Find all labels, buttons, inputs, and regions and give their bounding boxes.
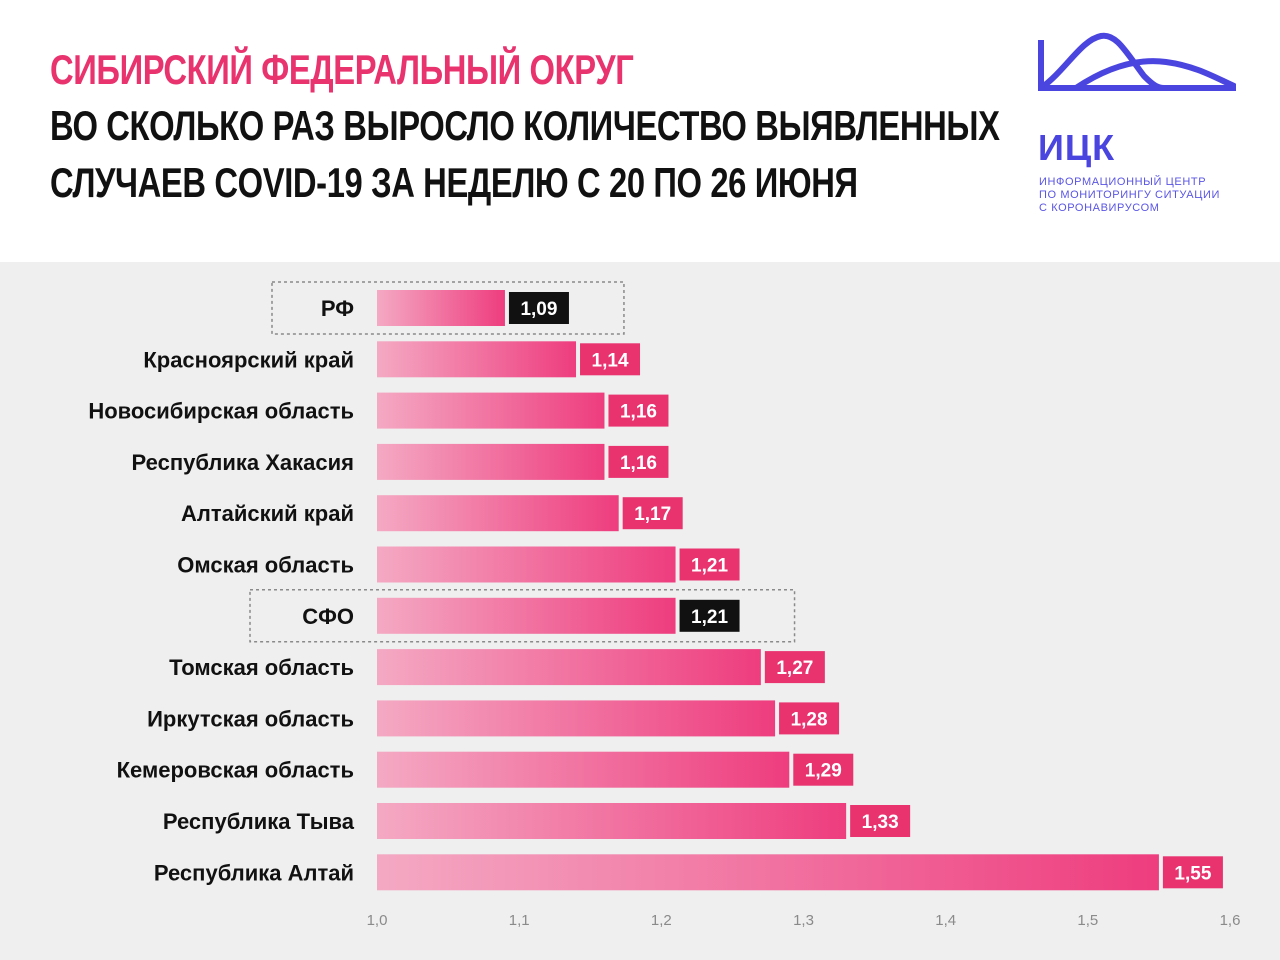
category-label: Омская область [177,553,354,578]
logo-abbreviation: ИЦК [1038,127,1116,168]
highlight-frame [271,281,625,335]
x-tick-label: 1,5 [1077,912,1098,929]
bar [377,546,676,583]
value-label-bg [1162,856,1223,889]
value-label-bg [793,753,854,786]
value-label-bg [580,343,641,376]
bar [377,290,505,326]
value-label: 1,21 [691,556,728,577]
category-label: Республика Тыва [163,809,355,834]
wave-logo-icon [1038,32,1236,91]
bar [377,597,676,634]
header: СИБИРСКИЙ ФЕДЕРАЛЬНЫЙ ОКРУГ ВО СКОЛЬКО Р… [0,0,1280,262]
bar [377,803,847,839]
category-label: Красноярский край [143,347,354,372]
x-tick-label: 1,6 [1220,912,1241,929]
chart-area: 1,09 РФ 1,14 Красноярский край 1,16 Новосибир… [0,262,1280,960]
value-label: 1,17 [634,504,671,525]
bar [377,854,1159,891]
logo-caption-line-2: ПО МОНИТОРИНГУ СИТУАЦИИ [1039,189,1220,201]
category-label: СФО [302,604,354,629]
value-label-bg [508,292,569,324]
bar [377,751,790,788]
value-label: 1,14 [592,350,629,371]
highlight-frame [249,589,796,643]
category-label: Иркутская область [147,706,354,731]
x-tick-label: 1,0 [367,912,388,929]
category-label: Республика Алтай [154,860,354,885]
bar [377,649,761,686]
value-label-bg [608,394,669,427]
title-subtitle-line-2: СЛУЧАЕВ COVID-19 ЗА НЕДЕЛЮ С 20 ПО 26 ИЮ… [50,159,858,206]
value-label-bg [850,805,911,837]
category-label: Томская область [169,655,354,680]
title-region: СИБИРСКИЙ ФЕДЕРАЛЬНЫЙ ОКРУГ [50,46,634,93]
logo-caption: ИНФОРМАЦИОННЫЙ ЦЕНТР ПО МОНИТОРИНГУ СИТУ… [1039,176,1220,215]
x-tick-label: 1,2 [651,912,672,929]
value-label: 1,33 [862,812,899,833]
value-label-bg [764,651,825,684]
logo-caption-line-1: ИНФОРМАЦИОННЫЙ ЦЕНТР [1039,176,1207,188]
bar [377,341,577,378]
value-label: 1,27 [776,658,813,679]
itsk-logo: ИЦК ИНФОРМАЦИОННЫЙ ЦЕНТР ПО МОНИТОРИНГУ … [1036,30,1256,214]
category-label: РФ [321,296,354,321]
x-tick-label: 1,1 [509,912,530,929]
value-label-bg [779,702,840,735]
bar [377,700,776,737]
category-label: Кемеровская область [117,758,354,783]
bar [377,392,605,429]
title-subtitle-line-1: ВО СКОЛЬКО РАЗ ВЫРОСЛО КОЛИЧЕСТВО ВЫЯВЛЕ… [50,102,1000,149]
category-label: Алтайский край [181,501,354,526]
x-tick-label: 1,3 [793,912,814,929]
value-label: 1,21 [691,607,728,628]
bar-chart: 1,09 РФ 1,14 Красноярский край 1,16 Новосибир… [88,281,1241,929]
category-label: Республика Хакасия [132,450,354,475]
value-label-bg [622,497,683,530]
value-label-bg [679,599,740,632]
x-tick-label: 1,4 [935,912,956,929]
value-label: 1,28 [791,709,828,730]
value-label: 1,29 [805,761,842,782]
category-label: Новосибирская область [88,399,354,424]
value-label: 1,16 [620,453,657,474]
value-label-bg [679,548,740,581]
bar [377,495,619,532]
value-label: 1,16 [620,402,657,423]
logo-caption-line-3: С КОРОНАВИРУСОМ [1039,202,1160,214]
bar [377,443,605,480]
value-label-bg [608,445,669,478]
value-label: 1,55 [1174,863,1211,884]
value-label: 1,09 [520,299,557,320]
